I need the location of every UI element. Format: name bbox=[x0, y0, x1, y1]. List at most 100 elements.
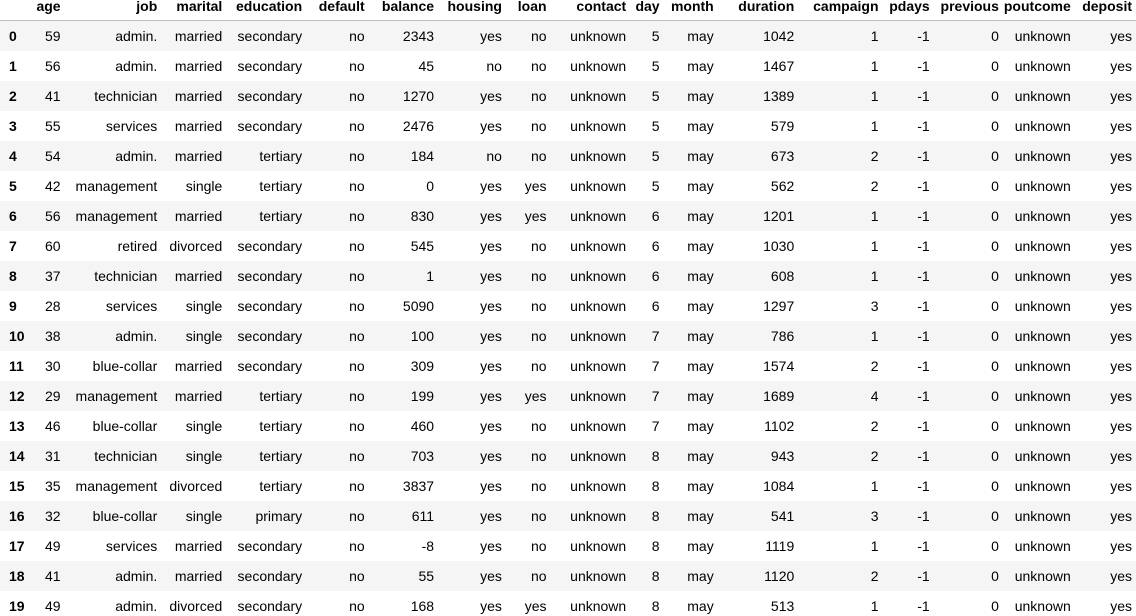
cell-balance: -8 bbox=[421, 537, 435, 554]
cell-duration: 1084 bbox=[763, 477, 795, 494]
cell-marital: married bbox=[174, 567, 223, 584]
column-header-contact: contact bbox=[550, 0, 631, 21]
header-row: age job marital education default balance hous… bbox=[0, 0, 1136, 21]
row-index: 6 bbox=[9, 207, 17, 224]
cell-job: technician bbox=[94, 87, 158, 104]
cell-deposit: yes bbox=[1110, 567, 1132, 584]
cell-duration: 1042 bbox=[763, 27, 795, 44]
cell-campaign: 1 bbox=[870, 597, 879, 614]
row-index: 18 bbox=[9, 567, 25, 584]
cell-month: may bbox=[687, 447, 714, 464]
row-index: 17 bbox=[9, 537, 25, 554]
cell-duration: 1102 bbox=[764, 417, 795, 434]
cell-balance: 1 bbox=[426, 267, 435, 284]
cell-age: 56 bbox=[45, 57, 61, 74]
cell-education: secondary bbox=[237, 27, 303, 44]
cell-contact: unknown bbox=[570, 387, 627, 404]
cell-marital: married bbox=[174, 537, 223, 554]
cell-pdays: -1 bbox=[917, 477, 930, 494]
cell-month: may bbox=[687, 57, 714, 74]
cell-contact: unknown bbox=[570, 117, 627, 134]
cell-education: tertiary bbox=[259, 147, 303, 164]
cell-deposit: yes bbox=[1110, 297, 1132, 314]
cell-age: 42 bbox=[45, 177, 61, 194]
cell-deposit: yes bbox=[1110, 27, 1132, 44]
cell-contact: unknown bbox=[570, 207, 627, 224]
column-header-age: age bbox=[31, 0, 65, 21]
cell-campaign: 1 bbox=[870, 477, 879, 494]
cell-pdays: -1 bbox=[917, 447, 930, 464]
row-index: 15 bbox=[9, 477, 25, 494]
cell-marital: married bbox=[174, 87, 223, 104]
cell-pdays: -1 bbox=[917, 177, 930, 194]
cell-housing: yes bbox=[480, 357, 502, 374]
cell-education: secondary bbox=[237, 327, 303, 344]
cell-contact: unknown bbox=[570, 237, 627, 254]
table-row: 8 37 technician married secondary no 1 yes no unk… bbox=[0, 260, 1136, 291]
cell-deposit: yes bbox=[1110, 117, 1132, 134]
cell-month: may bbox=[687, 87, 714, 104]
cell-poutcome: unknown bbox=[1014, 207, 1071, 224]
cell-poutcome: unknown bbox=[1014, 507, 1071, 524]
column-header-deposit: deposit bbox=[1074, 0, 1136, 21]
cell-balance: 0 bbox=[426, 177, 435, 194]
cell-poutcome: unknown bbox=[1014, 567, 1071, 584]
cell-day: 5 bbox=[651, 87, 660, 104]
cell-month: may bbox=[687, 477, 714, 494]
index-header bbox=[0, 0, 32, 21]
cell-day: 8 bbox=[651, 567, 660, 584]
cell-pdays: -1 bbox=[917, 537, 930, 554]
cell-housing: no bbox=[486, 147, 502, 164]
cell-contact: unknown bbox=[570, 507, 627, 524]
table-row: 0 59 admin. married secondary no 2343 yes no unkn… bbox=[0, 20, 1136, 51]
cell-marital: married bbox=[174, 267, 223, 284]
cell-age: 38 bbox=[45, 327, 61, 344]
cell-poutcome: unknown bbox=[1014, 87, 1071, 104]
cell-month: may bbox=[687, 147, 714, 164]
cell-pdays: -1 bbox=[917, 57, 930, 74]
cell-month: may bbox=[687, 597, 714, 614]
table-row: 2 41 technician married secondary no 1270 yes no… bbox=[0, 80, 1136, 111]
cell-contact: unknown bbox=[570, 567, 627, 584]
cell-job: admin. bbox=[115, 57, 158, 74]
cell-default: no bbox=[349, 417, 365, 434]
cell-poutcome: unknown bbox=[1014, 417, 1071, 434]
cell-day: 8 bbox=[651, 537, 660, 554]
table-row: 6 56 management married tertiary no 830 yes yes u… bbox=[0, 200, 1136, 231]
cell-campaign: 2 bbox=[870, 447, 879, 464]
cell-balance: 184 bbox=[410, 147, 435, 164]
cell-duration: 1030 bbox=[763, 237, 795, 254]
column-header-duration: duration bbox=[717, 0, 799, 21]
table-row: 4 54 admin. married tertiary no 184 no no unknown… bbox=[0, 140, 1136, 171]
cell-age: 31 bbox=[45, 447, 61, 464]
cell-campaign: 1 bbox=[870, 57, 879, 74]
column-header-previous: previous bbox=[933, 0, 1003, 21]
cell-job: blue-collar bbox=[92, 357, 158, 374]
cell-marital: divorced bbox=[169, 597, 223, 614]
table-row: 9 28 services single secondary no 5090 yes no unk… bbox=[0, 290, 1136, 321]
cell-contact: unknown bbox=[570, 267, 627, 284]
cell-default: no bbox=[349, 177, 365, 194]
cell-default: no bbox=[349, 477, 365, 494]
cell-month: may bbox=[687, 537, 714, 554]
cell-poutcome: unknown bbox=[1014, 447, 1071, 464]
cell-month: may bbox=[687, 357, 714, 374]
cell-loan: no bbox=[530, 447, 547, 464]
cell-campaign: 1 bbox=[870, 207, 879, 224]
cell-balance: 545 bbox=[410, 237, 435, 254]
cell-loan: no bbox=[530, 117, 547, 134]
cell-balance: 611 bbox=[411, 507, 435, 524]
cell-age: 54 bbox=[45, 147, 61, 164]
cell-default: no bbox=[349, 267, 365, 284]
cell-campaign: 2 bbox=[870, 417, 879, 434]
cell-housing: yes bbox=[480, 117, 502, 134]
cell-loan: no bbox=[530, 297, 547, 314]
cell-pdays: -1 bbox=[917, 237, 930, 254]
cell-education: secondary bbox=[237, 87, 303, 104]
cell-deposit: yes bbox=[1110, 417, 1132, 434]
cell-job: retired bbox=[117, 237, 158, 254]
cell-default: no bbox=[349, 237, 365, 254]
cell-marital: single bbox=[185, 327, 223, 344]
cell-previous: 0 bbox=[991, 507, 999, 524]
